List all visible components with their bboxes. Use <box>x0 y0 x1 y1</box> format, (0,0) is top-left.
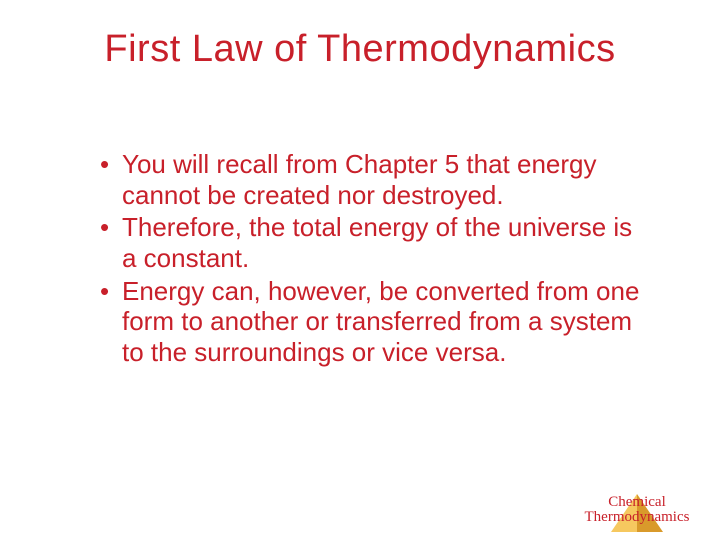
footer: Chemical Thermodynamics <box>572 495 702 527</box>
footer-text: Chemical Thermodynamics <box>572 495 702 527</box>
bullet-item: Therefore, the total energy of the unive… <box>100 212 650 273</box>
footer-line1: Chemical <box>572 495 702 511</box>
slide-title: First Law of Thermodynamics <box>50 28 670 71</box>
footer-line2: Thermodynamics <box>572 510 702 526</box>
bullet-item: Energy can, however, be converted from o… <box>100 276 650 368</box>
slide: First Law of Thermodynamics You will rec… <box>0 0 720 540</box>
bullet-list: You will recall from Chapter 5 that ener… <box>50 149 670 368</box>
bullet-item: You will recall from Chapter 5 that ener… <box>100 149 650 210</box>
